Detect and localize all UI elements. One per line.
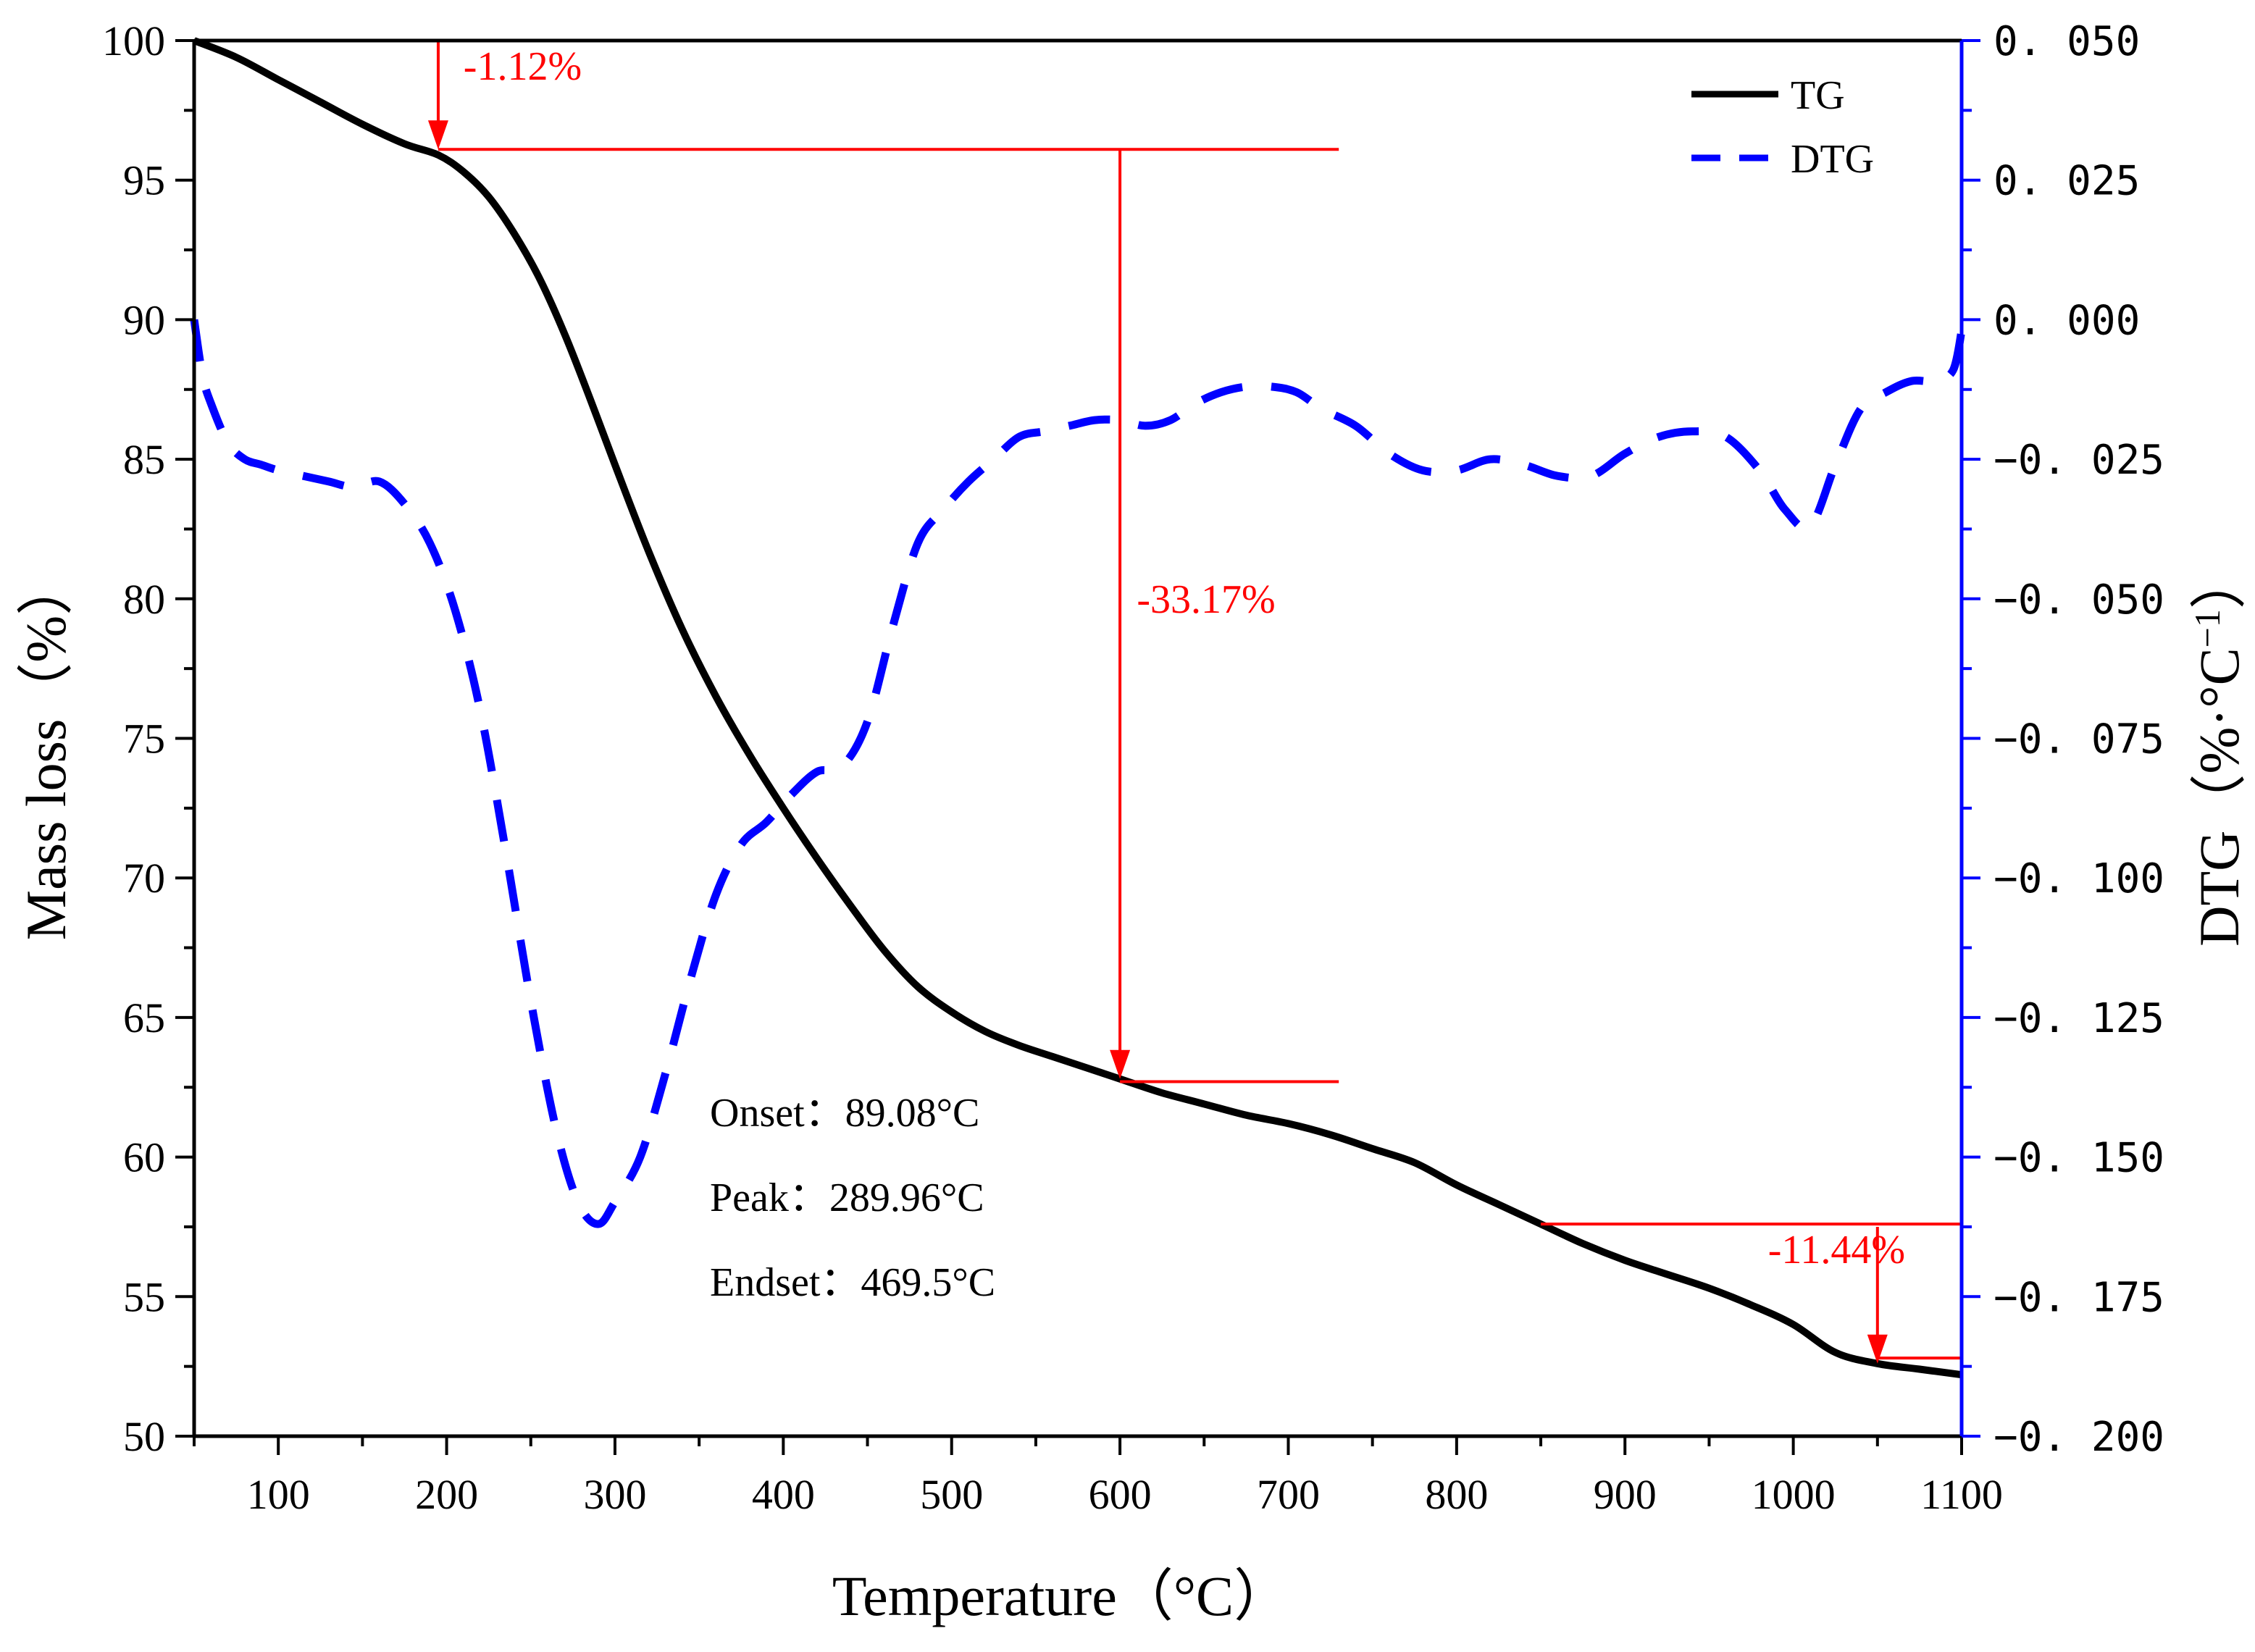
y-right-tick-label: 0. 025 xyxy=(1993,158,2140,205)
endset-text: Endset：469.5°C xyxy=(710,1260,995,1305)
peak-text: Peak：289.96°C xyxy=(710,1175,984,1220)
annotation-3-label: -11.44% xyxy=(1768,1228,1905,1272)
annotation-2-arrow-head xyxy=(1110,1049,1131,1079)
y-left-tick-label: 80 xyxy=(123,576,165,623)
y-left-tick-label: 60 xyxy=(123,1134,165,1181)
y-right-tick-label: −0. 025 xyxy=(1993,437,2164,484)
y-right-tick-label: −0. 125 xyxy=(1993,995,2164,1042)
x-tick-label: 100 xyxy=(247,1471,310,1518)
x-tick-label: 200 xyxy=(415,1471,478,1518)
x-tick-label: 1100 xyxy=(1920,1471,2003,1518)
y-right-axis-title-main: DTG（%·°C xyxy=(2188,647,2251,946)
y-right-axis-title-sup: −1 xyxy=(2187,609,2227,647)
y-right-axis-title-close: ） xyxy=(2188,553,2251,609)
annotation-layer: -1.12% -33.17% -11.44% xyxy=(427,41,1962,1364)
annotation-3-arrow-head xyxy=(1867,1334,1888,1364)
y-left-tick-label: 100 xyxy=(102,17,165,64)
y-right-axis-title: DTG（%·°C−1） xyxy=(2187,553,2251,947)
y-left-tick-label: 50 xyxy=(123,1413,165,1460)
series-line-tg xyxy=(193,37,1962,1379)
x-tick-label: 700 xyxy=(1257,1471,1320,1518)
x-tick-label: 400 xyxy=(752,1471,815,1518)
x-axis-title: Temperature（°C） xyxy=(832,1564,1290,1627)
y-right-tick-label: −0. 175 xyxy=(1993,1274,2164,1321)
x-tick-label: 1000 xyxy=(1752,1471,1836,1518)
y-left-tick-label: 85 xyxy=(123,436,165,483)
legend-dtg-label: DTG xyxy=(1791,137,1874,182)
axis-layer: 100 200 300 400 500 600 700 800 900 1000 1100 100 95… xyxy=(102,17,2164,1518)
y-right-tick-label: −0. 050 xyxy=(1993,576,2164,624)
y-left-tick-label: 55 xyxy=(123,1273,165,1320)
series-line-dtg xyxy=(190,319,1966,1228)
x-tick-label: 800 xyxy=(1425,1471,1488,1518)
y-right-tick-label: 0. 050 xyxy=(1993,18,2140,65)
y-left-tick-label: 70 xyxy=(123,855,165,902)
annotation-2-label: -33.17% xyxy=(1137,577,1275,622)
annotation-1-arrow-head xyxy=(427,120,448,150)
onset-text: Onset：89.08°C xyxy=(710,1091,979,1136)
y-left-tick-label: 90 xyxy=(123,296,165,343)
y-left-tick-label: 75 xyxy=(123,716,165,763)
legend: TG DTG xyxy=(1691,73,1874,182)
y-right-tick-label: −0. 200 xyxy=(1993,1414,2164,1461)
legend-tg-label: TG xyxy=(1791,73,1845,118)
x-tick-label: 500 xyxy=(920,1471,983,1518)
series-layer xyxy=(190,37,1966,1379)
y-left-tick-label: 95 xyxy=(123,157,165,204)
x-tick-label: 300 xyxy=(583,1471,646,1518)
annotation-1-label: -1.12% xyxy=(464,44,582,89)
x-tick-label: 900 xyxy=(1594,1471,1657,1518)
y-left-axis-title: Mass loss（%） xyxy=(14,559,78,941)
y-right-tick-label: −0. 150 xyxy=(1993,1135,2164,1182)
y-right-tick-label: 0. 000 xyxy=(1993,297,2140,344)
y-left-tick-label: 65 xyxy=(123,994,165,1041)
x-tick-label: 600 xyxy=(1089,1471,1152,1518)
y-right-tick-label: −0. 075 xyxy=(1993,716,2164,763)
y-right-tick-label: −0. 100 xyxy=(1993,855,2164,902)
